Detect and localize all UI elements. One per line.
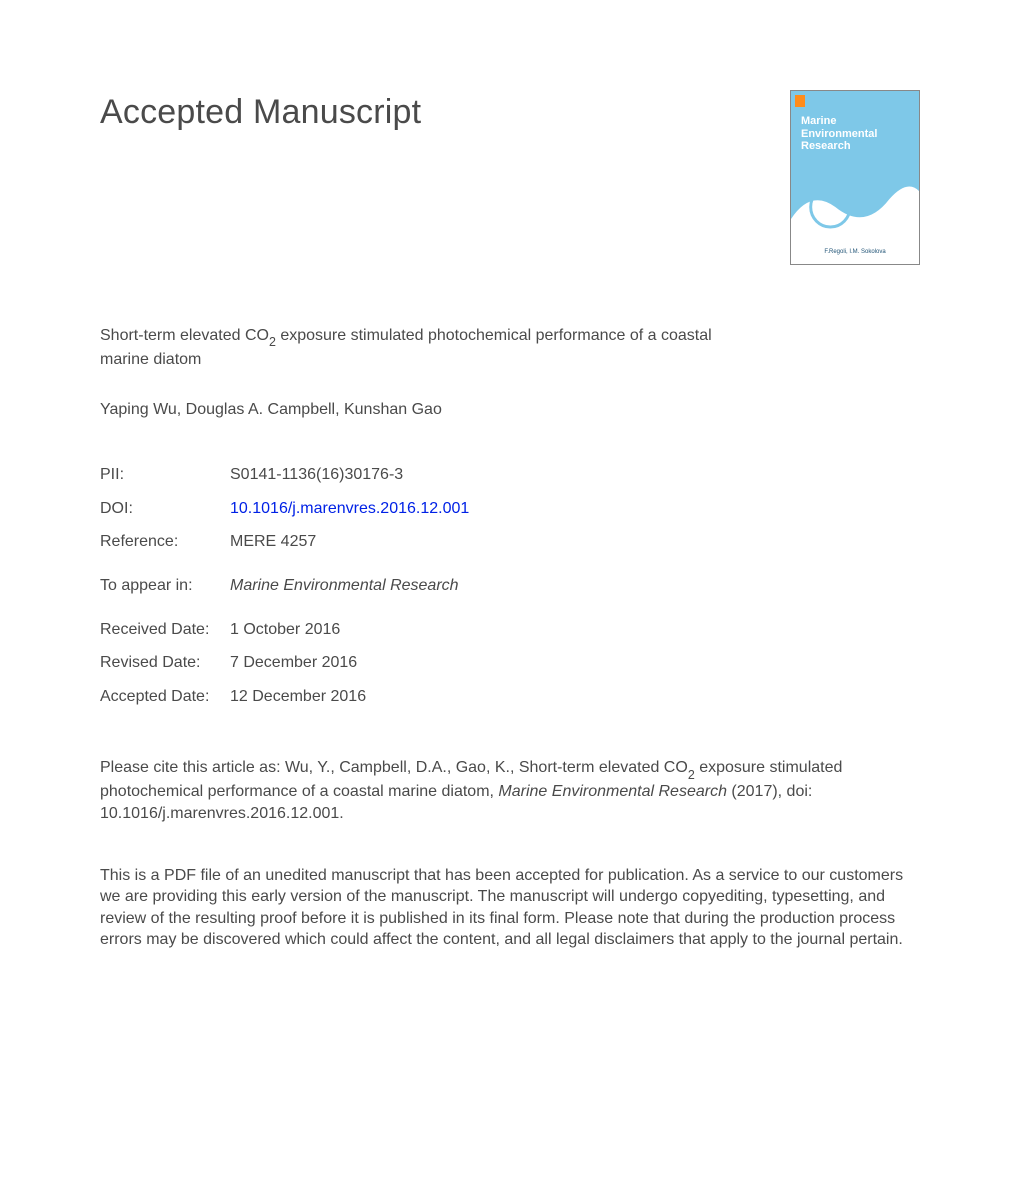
cover-title-line: Marine [801, 115, 836, 127]
citation-block: Please cite this article as: Wu, Y., Cam… [100, 757, 920, 824]
cover-title: Marine Environmental Research [801, 115, 877, 153]
meta-label: PII: [100, 464, 230, 486]
meta-row-pii: PII: S0141-1136(16)30176-3 [100, 464, 920, 486]
meta-value-journal: Marine Environmental Research [230, 575, 920, 597]
meta-value: MERE 4257 [230, 531, 920, 553]
meta-row-received: Received Date: 1 October 2016 [100, 619, 920, 641]
cover-title-line: Environmental [801, 128, 877, 140]
meta-value: 12 December 2016 [230, 686, 920, 708]
authors: Yaping Wu, Douglas A. Campbell, Kunshan … [100, 399, 920, 421]
meta-row-revised: Revised Date: 7 December 2016 [100, 652, 920, 674]
doi-link[interactable]: 10.1016/j.marenvres.2016.12.001 [230, 498, 920, 520]
meta-label: Received Date: [100, 619, 230, 641]
meta-label: Accepted Date: [100, 686, 230, 708]
citation-pre: Please cite this article as: Wu, Y., Cam… [100, 759, 688, 776]
citation-journal: Marine Environmental Research [498, 783, 727, 800]
article-title-pre: Short-term elevated CO [100, 327, 269, 344]
meta-label: Reference: [100, 531, 230, 553]
cover-corner-badge [795, 95, 805, 107]
subscript-2: 2 [269, 335, 276, 349]
cover-caption: F.Regoli, I.M. Sokolova [791, 248, 919, 256]
meta-row-reference: Reference: MERE 4257 [100, 531, 920, 553]
metadata-table: PII: S0141-1136(16)30176-3 DOI: 10.1016/… [100, 464, 920, 707]
meta-label: Revised Date: [100, 652, 230, 674]
cover-title-line: Research [801, 140, 851, 152]
journal-cover: Marine Environmental Research F.Regoli, … [790, 90, 920, 265]
meta-value: 7 December 2016 [230, 652, 920, 674]
disclaimer-text: This is a PDF file of an unedited manusc… [100, 865, 920, 951]
subscript-2: 2 [688, 768, 695, 782]
page-title: Accepted Manuscript [100, 90, 421, 136]
meta-label: DOI: [100, 498, 230, 520]
header-row: Accepted Manuscript Marine Environmental… [100, 90, 920, 265]
meta-label: To appear in: [100, 575, 230, 597]
meta-value: S0141-1136(16)30176-3 [230, 464, 920, 486]
meta-row-accepted: Accepted Date: 12 December 2016 [100, 686, 920, 708]
meta-row-to-appear: To appear in: Marine Environmental Resea… [100, 575, 920, 597]
meta-row-doi: DOI: 10.1016/j.marenvres.2016.12.001 [100, 498, 920, 520]
meta-value: 1 October 2016 [230, 619, 920, 641]
article-title: Short-term elevated CO2 exposure stimula… [100, 325, 740, 371]
